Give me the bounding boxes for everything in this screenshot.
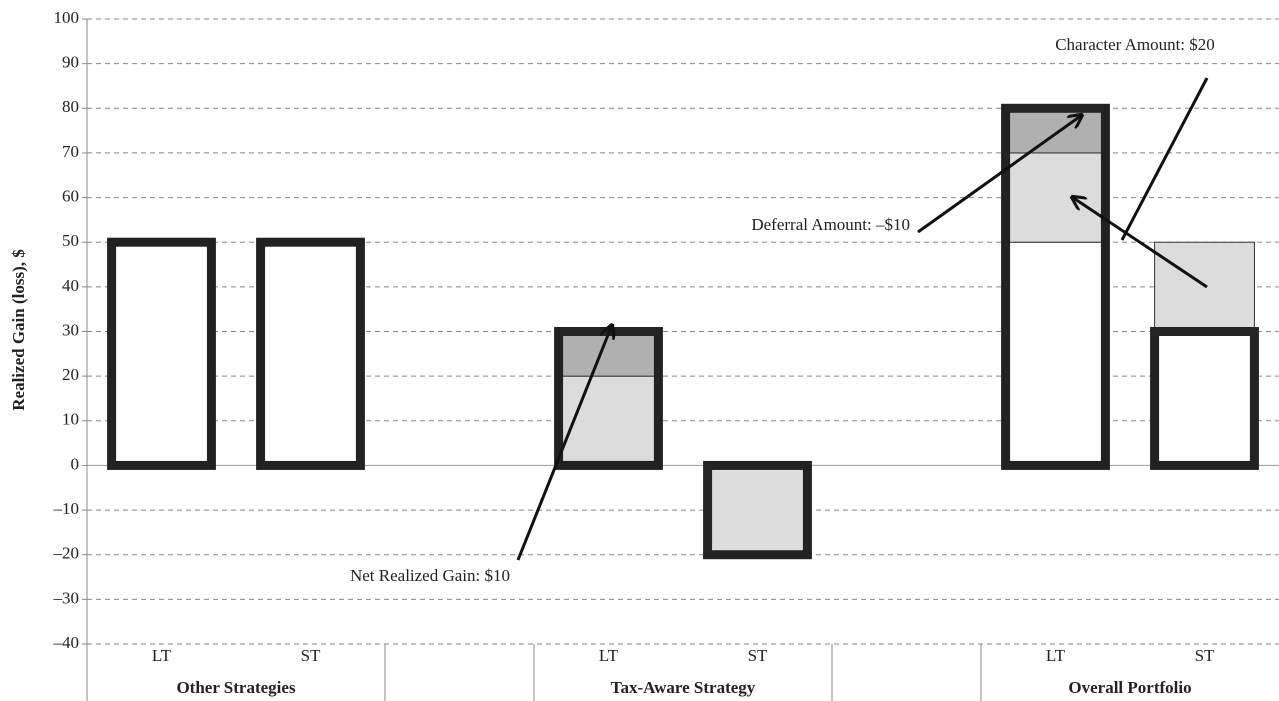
annotation-arrow	[917, 115, 1082, 234]
y-tick-label: 80	[62, 97, 79, 116]
annotation: Character Amount: $20	[1055, 35, 1215, 54]
bar-segment	[1005, 152, 1106, 243]
annotation: Net Realized Gain: $10	[350, 566, 510, 585]
annotation-arrow	[1120, 77, 1209, 241]
y-tick-label: –30	[53, 588, 80, 607]
y-tick-label: 90	[62, 53, 79, 72]
y-tick-label: 50	[62, 231, 79, 250]
bar-segment	[1005, 107, 1106, 154]
group-label: Other Strategies	[176, 678, 296, 697]
bar-segment	[1005, 241, 1106, 466]
bar-segment	[707, 464, 808, 556]
x-tick-label: ST	[301, 646, 321, 665]
y-tick-label: 70	[62, 142, 79, 161]
bar-outline	[1150, 327, 1259, 470]
y-tick-label: –10	[53, 499, 80, 518]
x-tick-label: ST	[1195, 646, 1215, 665]
y-tick-label: –20	[53, 544, 80, 563]
y-tick-label: 0	[71, 454, 80, 473]
bar-segment	[260, 241, 361, 466]
x-tick-label: LT	[599, 646, 619, 665]
y-tick-label: 100	[54, 8, 80, 27]
bar-outline	[107, 237, 216, 470]
bar-segment	[1154, 331, 1255, 466]
y-axis-label: Realized Gain (loss), $	[9, 249, 28, 411]
bar-outline	[1001, 103, 1110, 470]
bar-outline	[703, 460, 812, 560]
x-tick-label: LT	[1046, 646, 1066, 665]
y-tick-label: 20	[62, 365, 79, 384]
y-tick-label: 30	[62, 320, 79, 339]
y-tick-label: –40	[53, 633, 80, 652]
x-tick-label: ST	[748, 646, 768, 665]
x-tick-label: LT	[152, 646, 172, 665]
annotation-arrow	[516, 325, 612, 561]
y-tick-label: 40	[62, 276, 79, 295]
annotation-arrow	[1072, 197, 1208, 289]
annotation: Deferral Amount: –$10	[751, 215, 910, 234]
bar-outline	[256, 237, 365, 470]
bar-segment	[558, 331, 659, 377]
bar-segment	[111, 241, 212, 466]
y-tick-label: 60	[62, 186, 79, 205]
group-label: Tax-Aware Strategy	[611, 678, 756, 697]
y-tick-label: 10	[62, 410, 79, 429]
group-label: Overall Portfolio	[1068, 678, 1191, 697]
